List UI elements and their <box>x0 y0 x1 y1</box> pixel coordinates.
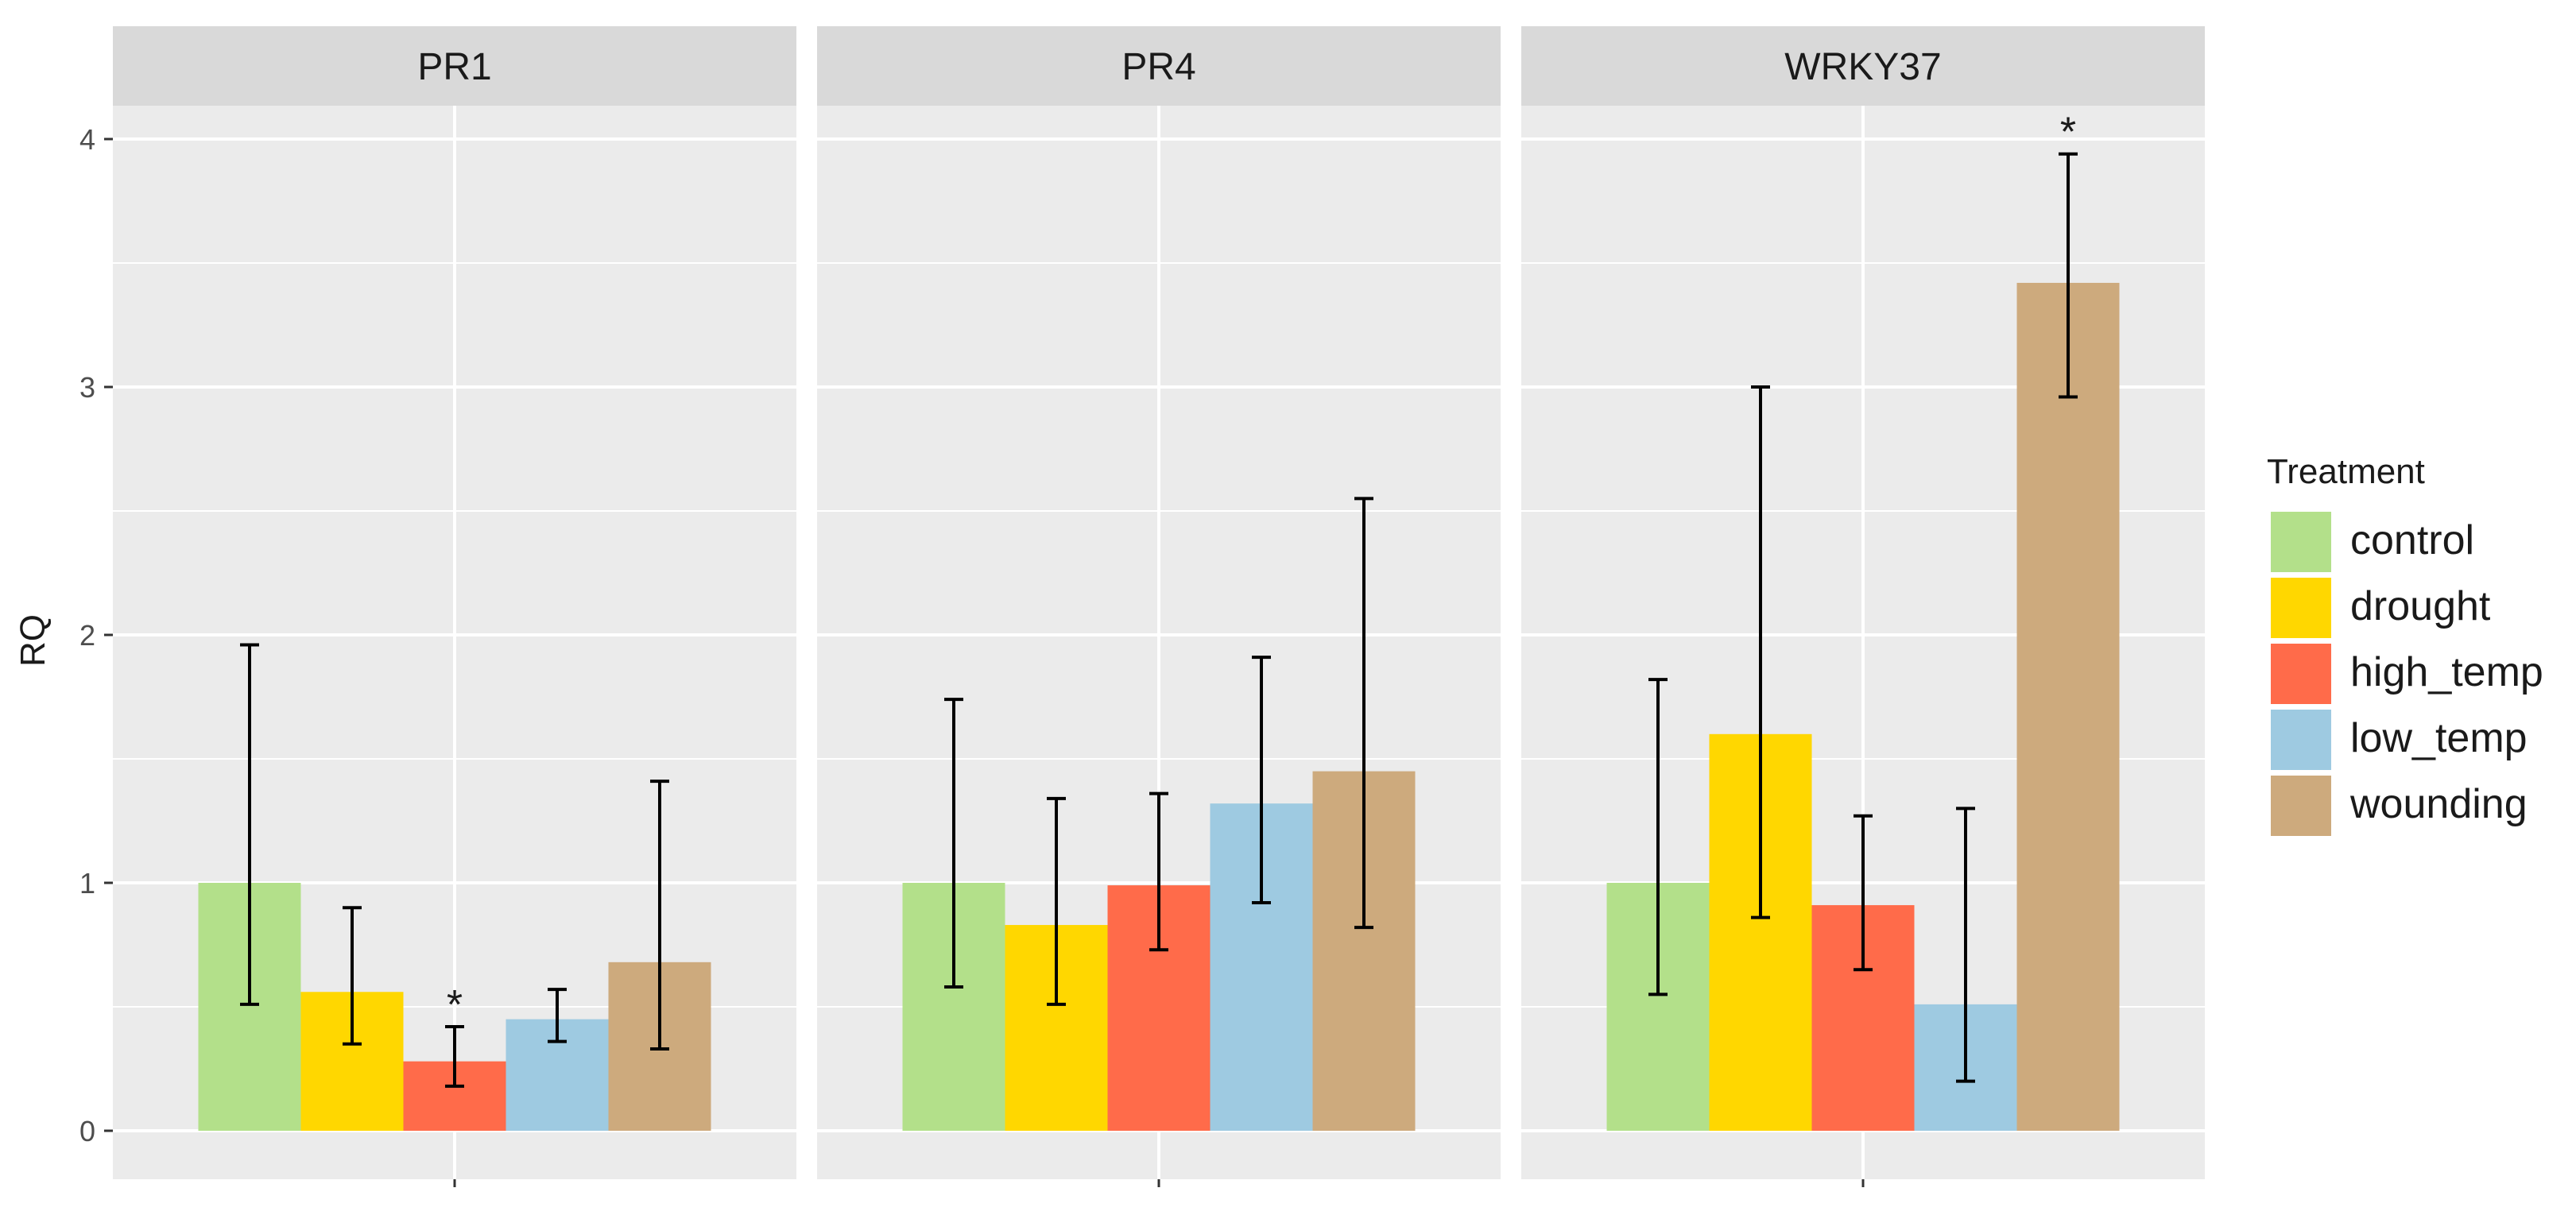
panel-pr1: PR1 * <box>113 26 796 1187</box>
facet-title: PR4 <box>1121 46 1195 88</box>
facet-strip <box>817 26 1501 106</box>
y-tick-label: 4 <box>79 123 95 156</box>
panels-layer: PR1 * PR4 WRKY37 * <box>113 26 2205 1187</box>
legend-key-high-temp <box>2271 644 2331 704</box>
legend-label: drought <box>2350 583 2491 629</box>
facet-strip <box>1521 26 2205 106</box>
error-bar <box>944 698 963 989</box>
error-bar <box>548 988 567 1043</box>
bar-wrky37-wounding <box>2016 282 2120 1132</box>
y-tick-label: 1 <box>79 867 95 900</box>
error-bar <box>1354 497 1373 930</box>
panel-pr4: PR4 <box>817 26 1501 1187</box>
error-bar <box>1648 678 1668 996</box>
y-tick-label: 0 <box>79 1115 95 1147</box>
legend-label: control <box>2350 517 2474 563</box>
facet-strip <box>113 26 796 106</box>
legend-label: wounding <box>2349 781 2528 827</box>
significance-marker: * <box>447 982 463 1028</box>
y-tick-label: 3 <box>79 371 95 404</box>
error-bar <box>1854 814 1873 972</box>
y-axis-label: RQ <box>14 614 52 667</box>
significance-marker: * <box>2060 110 2076 156</box>
error-bar <box>1751 385 1770 919</box>
error-bar <box>2059 152 2078 399</box>
facet-title: PR1 <box>417 46 491 88</box>
facet-title: WRKY37 <box>1784 46 1941 88</box>
error-bar <box>650 780 669 1051</box>
legend-title: Treatment <box>2267 452 2425 491</box>
error-bar <box>240 643 259 1006</box>
legend-label: low_temp <box>2350 715 2528 761</box>
error-bar <box>1252 656 1271 904</box>
legend-key-control <box>2271 512 2331 572</box>
legend-label: high_temp <box>2350 649 2543 695</box>
legend: Treatment control drought high_temp low_temp… <box>2267 452 2543 836</box>
y-axis: 0 1 2 3 4 <box>79 123 113 1147</box>
legend-key-wounding <box>2271 776 2331 836</box>
panel-wrky37: WRKY37 * <box>1521 26 2205 1187</box>
legend-key-drought <box>2271 578 2331 638</box>
error-bar <box>1149 791 1168 952</box>
legend-key-low-temp <box>2271 710 2331 770</box>
error-bar <box>445 1024 464 1088</box>
y-tick-label: 2 <box>79 619 95 652</box>
error-bar <box>343 906 362 1046</box>
error-bar <box>1047 796 1066 1006</box>
error-bar <box>1956 807 1975 1083</box>
